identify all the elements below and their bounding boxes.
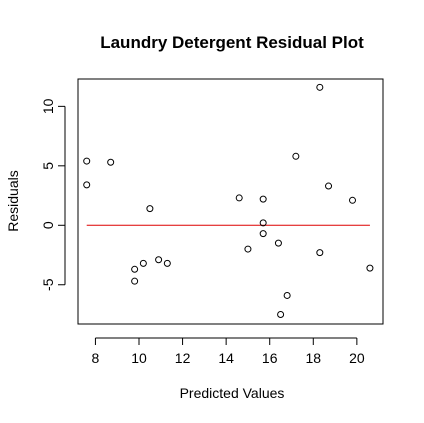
data-point (139, 259, 147, 267)
data-point (292, 152, 300, 160)
data-point (259, 230, 267, 238)
data-point (259, 195, 267, 203)
data-point (244, 245, 252, 253)
x-axis-label: Predicted Values (180, 385, 285, 401)
data-point (83, 157, 91, 165)
y-axis: -5 0 5 10 (40, 98, 66, 291)
data-point (283, 291, 291, 299)
data-point (107, 158, 115, 166)
data-point (146, 205, 154, 213)
data-point (131, 265, 139, 273)
data-point (274, 239, 282, 247)
data-point (155, 256, 163, 264)
data-point (277, 310, 285, 318)
x-axis: 8 10 12 14 16 18 20 (92, 337, 365, 366)
data-point (366, 264, 374, 272)
y-tick-label: 10 (40, 98, 56, 114)
chart-title: Laundry Detergent Residual Plot (100, 33, 364, 52)
data-point (349, 196, 356, 204)
data-points (83, 83, 374, 318)
x-tick-label: 18 (305, 350, 321, 366)
data-point (235, 194, 243, 202)
data-point (316, 249, 324, 257)
data-point (316, 83, 324, 91)
data-point (259, 219, 267, 227)
y-tick-label: 5 (40, 162, 56, 170)
plot-frame (77, 78, 384, 325)
x-tick-label: 12 (175, 350, 191, 366)
x-tick-label: 8 (92, 350, 100, 366)
x-tick-label: 20 (349, 350, 365, 366)
data-point (83, 181, 91, 189)
y-axis-label: Residuals (5, 170, 21, 231)
data-point (131, 277, 139, 285)
y-tick-label: 0 (40, 221, 56, 229)
x-tick-label: 14 (218, 350, 234, 366)
data-point (163, 259, 171, 267)
data-point (325, 182, 333, 190)
x-tick-label: 10 (131, 350, 147, 366)
x-tick-label: 16 (262, 350, 278, 366)
y-tick-label: -5 (40, 278, 56, 291)
